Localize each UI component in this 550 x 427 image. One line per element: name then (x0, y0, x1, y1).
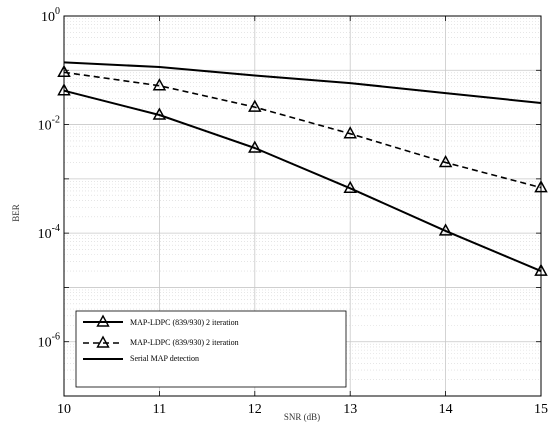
x-tick-label: 12 (248, 402, 262, 417)
y-tick-label: 10-6 (38, 332, 60, 351)
axis-ticks (63, 16, 542, 396)
legend-swatch-marker-1 (96, 314, 110, 327)
series-2-point (343, 126, 357, 139)
y-tick-labels: 100 10-2 10-4 10-6 (38, 6, 60, 351)
series-2-point (152, 78, 167, 91)
series-1-point (343, 180, 357, 194)
legend-swatch-marker-2 (96, 335, 110, 348)
legend-box (75, 310, 347, 388)
series-1-point (152, 107, 167, 120)
x-tick-label: 10 (57, 402, 71, 417)
series-line-2 (63, 71, 542, 189)
y-axis-title: BER (11, 204, 21, 222)
x-tick-label: 15 (534, 402, 548, 417)
series-layer (57, 61, 548, 276)
series-1-point (248, 140, 262, 153)
series-1-point (438, 223, 453, 236)
series-2-point (438, 154, 453, 168)
y-tick-label: 10-2 (38, 115, 60, 134)
y-tick-label: 100 (41, 6, 60, 25)
x-tick-label: 11 (153, 402, 166, 417)
legend-label-2: MAP-LDPC (839/930) 2 iteration (130, 338, 239, 347)
plot-frame (63, 15, 542, 397)
legend-label-1: MAP-LDPC (839/930) 2 iteration (130, 318, 239, 327)
series-line-1 (63, 89, 542, 273)
series-2-point (248, 99, 262, 112)
x-tick-label: 13 (343, 402, 357, 417)
series-line-3 (63, 61, 542, 104)
legend: MAP-LDPC (839/930) 2 iteration MAP-LDPC … (75, 310, 347, 388)
x-axis-title: SNR (dB) (284, 412, 320, 422)
x-tick-label: 14 (439, 402, 453, 417)
x-tick-labels: 10 11 12 13 14 15 (57, 402, 548, 417)
legend-label-3: Serial MAP detection (130, 354, 199, 363)
y-tick-label: 10-4 (38, 223, 60, 242)
